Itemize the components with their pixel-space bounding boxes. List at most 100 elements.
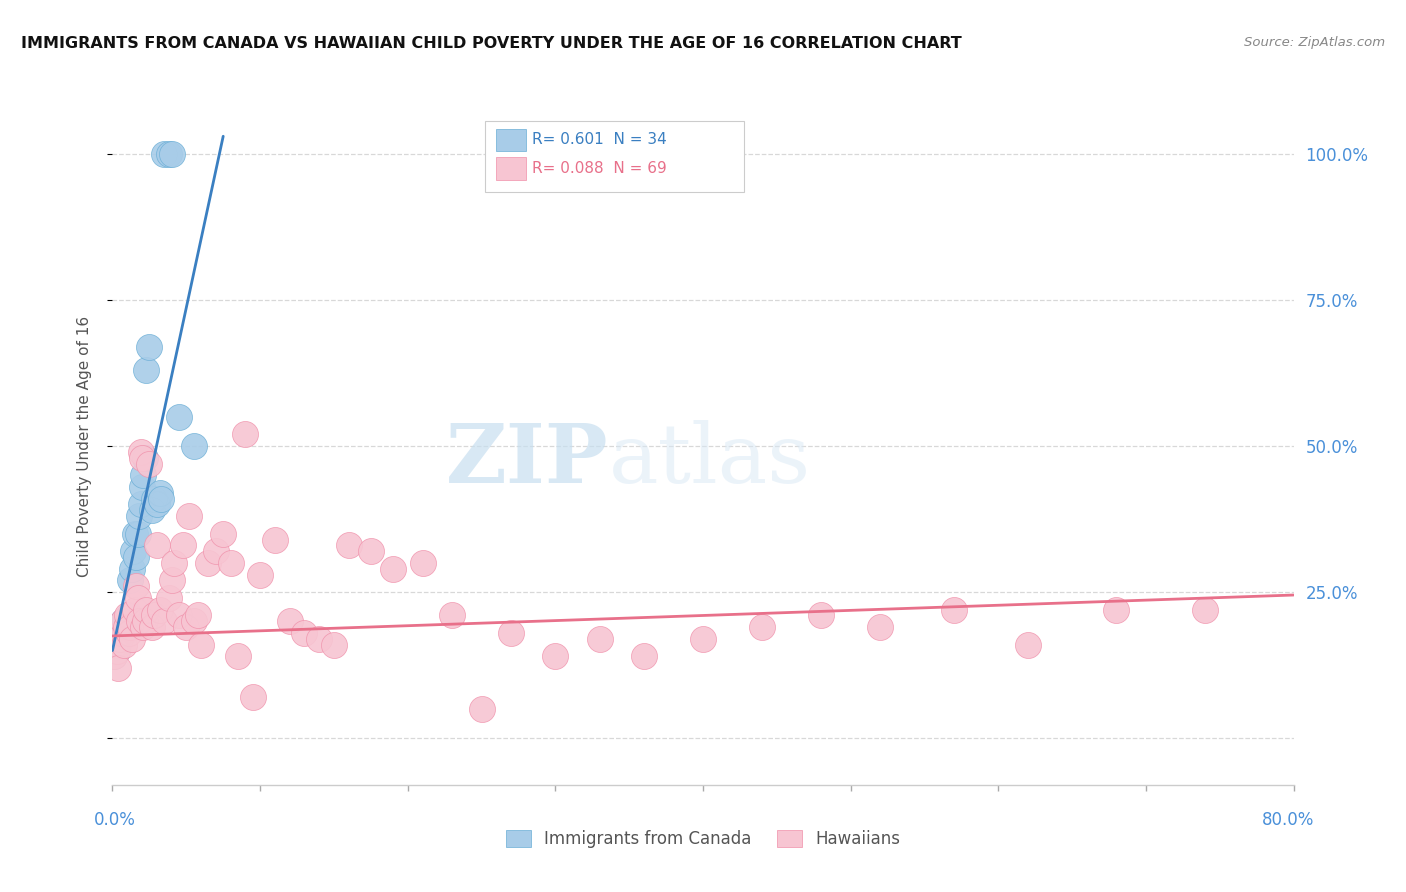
Point xyxy=(129,445,152,459)
Point xyxy=(157,146,180,161)
Point xyxy=(129,498,152,512)
Point xyxy=(233,427,256,442)
Text: atlas: atlas xyxy=(609,419,811,500)
Bar xyxy=(496,128,526,151)
Point xyxy=(107,638,129,652)
Point xyxy=(501,626,523,640)
Point xyxy=(869,620,891,634)
Point xyxy=(278,615,301,629)
Point xyxy=(163,556,186,570)
Point xyxy=(112,626,135,640)
Y-axis label: Child Poverty Under the Age of 16: Child Poverty Under the Age of 16 xyxy=(77,316,91,576)
Point xyxy=(544,649,567,664)
Point xyxy=(120,574,142,588)
Point xyxy=(264,533,287,547)
Point xyxy=(160,574,183,588)
Point xyxy=(751,620,773,634)
Point xyxy=(142,491,165,506)
Point xyxy=(142,608,165,623)
Point xyxy=(633,649,655,664)
Point xyxy=(308,632,330,646)
Point xyxy=(110,620,132,634)
Point xyxy=(114,620,136,634)
Point xyxy=(183,615,205,629)
Point xyxy=(1105,602,1128,616)
Point xyxy=(167,409,190,424)
Point xyxy=(138,340,160,354)
Point xyxy=(197,556,219,570)
FancyBboxPatch shape xyxy=(485,120,744,192)
Point xyxy=(121,562,143,576)
Point xyxy=(104,632,127,646)
Point xyxy=(110,626,132,640)
Point xyxy=(183,439,205,453)
Point xyxy=(382,562,405,576)
Point xyxy=(146,498,169,512)
Point xyxy=(149,602,172,616)
Point xyxy=(131,480,153,494)
Point xyxy=(134,615,156,629)
Point xyxy=(157,591,180,605)
Point xyxy=(190,638,212,652)
Bar xyxy=(496,157,526,179)
Point xyxy=(105,643,128,657)
Text: 80.0%: 80.0% xyxy=(1261,811,1315,829)
Point xyxy=(117,608,138,623)
Text: IMMIGRANTS FROM CANADA VS HAWAIIAN CHILD POVERTY UNDER THE AGE OF 16 CORRELATION: IMMIGRANTS FROM CANADA VS HAWAIIAN CHILD… xyxy=(21,36,962,51)
Point xyxy=(692,632,714,646)
Point xyxy=(172,538,194,552)
Point xyxy=(219,556,242,570)
Point xyxy=(124,602,146,616)
Text: 0.0%: 0.0% xyxy=(94,811,136,829)
Point xyxy=(135,602,157,616)
Point xyxy=(128,615,150,629)
Point xyxy=(323,638,346,652)
Point xyxy=(118,626,141,640)
Point xyxy=(146,538,169,552)
Point xyxy=(942,602,965,616)
Point xyxy=(125,549,148,564)
Point xyxy=(187,608,209,623)
Point xyxy=(127,526,149,541)
Point xyxy=(114,620,136,634)
Point xyxy=(360,544,382,558)
Point xyxy=(124,526,146,541)
Point xyxy=(103,649,125,664)
Point xyxy=(292,626,315,640)
Point xyxy=(108,632,131,646)
Point xyxy=(117,615,138,629)
Point xyxy=(149,485,172,500)
Point xyxy=(588,632,610,646)
Point xyxy=(470,702,494,716)
Point xyxy=(111,615,134,629)
Point xyxy=(127,591,149,605)
Point xyxy=(153,146,176,161)
Point xyxy=(212,526,235,541)
Point xyxy=(242,690,264,705)
Point xyxy=(141,503,163,517)
Point xyxy=(1194,602,1216,616)
Point xyxy=(108,620,131,634)
Point xyxy=(132,620,155,634)
Text: R= 0.088  N = 69: R= 0.088 N = 69 xyxy=(531,161,666,176)
Point xyxy=(125,579,148,593)
Point xyxy=(205,544,228,558)
Point xyxy=(120,620,142,634)
Point xyxy=(411,556,433,570)
Point xyxy=(121,632,143,646)
Point xyxy=(138,457,160,471)
Text: R= 0.601  N = 34: R= 0.601 N = 34 xyxy=(531,132,666,147)
Text: Source: ZipAtlas.com: Source: ZipAtlas.com xyxy=(1244,36,1385,49)
Point xyxy=(153,615,176,629)
Point xyxy=(105,643,128,657)
Point xyxy=(131,450,153,465)
Point xyxy=(810,608,832,623)
Text: ZIP: ZIP xyxy=(446,419,609,500)
Point xyxy=(135,363,157,377)
Point xyxy=(1017,638,1039,652)
Point xyxy=(132,468,155,483)
Point xyxy=(226,649,249,664)
Point xyxy=(104,638,127,652)
Point xyxy=(337,538,360,552)
Point xyxy=(118,608,141,623)
